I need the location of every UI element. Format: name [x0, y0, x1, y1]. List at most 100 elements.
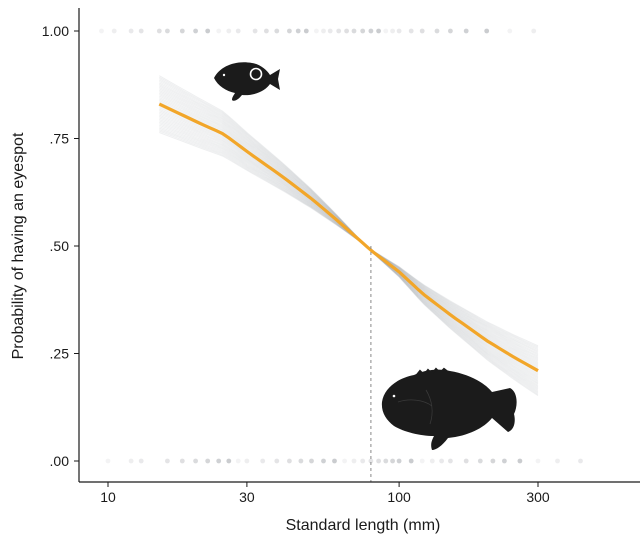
observation-point-no-eyespot: [321, 458, 326, 464]
bootstrap-line: [159, 126, 539, 352]
observation-point-no-eyespot: [298, 458, 304, 464]
x-tick-label: 100: [387, 489, 411, 505]
observation-point-no-eyespot: [260, 458, 266, 464]
observation-point-no-eyespot: [429, 458, 435, 464]
observation-point-no-eyespot: [342, 458, 347, 464]
observation-point-eyespot: [252, 28, 258, 34]
y-tick-label: .75: [50, 131, 70, 147]
observation-point-eyespot: [111, 28, 117, 34]
observation-point-no-eyespot: [128, 458, 134, 464]
observation-point-eyespot: [303, 28, 309, 34]
bootstrap-line: [159, 124, 539, 353]
observation-point-no-eyespot: [287, 458, 292, 464]
observation-point-no-eyespot: [463, 458, 469, 464]
observation-point-eyespot: [295, 28, 301, 34]
observation-point-no-eyespot: [555, 458, 560, 464]
observation-point-no-eyespot: [193, 458, 199, 464]
observation-point-eyespot: [531, 28, 537, 34]
observation-point-eyespot: [376, 28, 381, 34]
x-ticks: 10 30 100 300: [100, 482, 550, 505]
observation-point-eyespot: [314, 28, 319, 34]
observation-point-no-eyespot: [439, 458, 444, 464]
bootstrap-line: [159, 129, 539, 349]
bootstrap-lines: [159, 75, 539, 397]
observation-point-no-eyespot: [490, 458, 496, 464]
fish-eyespot-icon: [214, 62, 280, 101]
observation-point-no-eyespot: [517, 458, 523, 464]
observation-point-no-eyespot: [309, 458, 314, 464]
fitted-line: [158, 102, 539, 373]
observation-point-eyespot: [287, 28, 292, 34]
bootstrap-line: [159, 132, 539, 347]
fish-adult-icon: [381, 367, 517, 450]
observation-point-eyespot: [193, 28, 199, 34]
observation-point-no-eyespot: [179, 458, 185, 464]
y-tick-label: .25: [50, 346, 70, 362]
observation-point-no-eyespot: [578, 458, 583, 464]
observation-point-eyespot: [344, 28, 349, 34]
observation-point-no-eyespot: [383, 458, 389, 464]
observation-point-eyespot: [351, 28, 357, 34]
observation-point-eyespot: [390, 28, 395, 34]
observation-point-eyespot: [138, 28, 144, 34]
bootstrap-line: [159, 81, 539, 391]
observation-point-eyespot: [507, 28, 513, 34]
observation-point-no-eyespot: [390, 458, 395, 464]
y-tick-label: .50: [50, 238, 70, 254]
observation-point-eyespot: [156, 28, 162, 34]
observation-point-no-eyespot: [351, 458, 357, 464]
observation-point-eyespot: [226, 28, 232, 34]
observation-point-eyespot: [264, 28, 269, 34]
observation-point-eyespot: [336, 28, 342, 34]
observation-point-eyespot: [274, 28, 280, 34]
y-axis-label: Probability of having an eyespot: [10, 132, 27, 359]
x-axis-label: Standard length (mm): [286, 517, 441, 534]
observation-point-no-eyespot: [138, 458, 144, 464]
observation-point-eyespot: [165, 28, 170, 34]
observation-point-eyespot: [448, 28, 453, 34]
observation-point-eyespot: [396, 28, 402, 34]
observation-point-eyespot: [216, 28, 222, 34]
y-tick-label: 1.00: [42, 23, 69, 39]
observation-point-no-eyespot: [419, 458, 425, 464]
observation-point-no-eyespot: [216, 458, 222, 464]
observation-point-no-eyespot: [448, 458, 453, 464]
observation-point-no-eyespot: [368, 458, 374, 464]
observation-point-eyespot: [463, 28, 469, 34]
y-tick-label: .00: [50, 453, 70, 469]
observation-point-eyespot: [99, 28, 104, 34]
observation-point-eyespot: [321, 28, 326, 34]
x-tick-label: 10: [100, 489, 116, 505]
observation-point-no-eyespot: [477, 458, 483, 464]
bootstrap-line: [159, 78, 539, 394]
x-tick-label: 300: [526, 489, 550, 505]
y-ticks: .00 .25 .50 .75 1.00: [42, 23, 79, 469]
observation-point-no-eyespot: [502, 458, 507, 464]
observation-point-no-eyespot: [535, 458, 541, 464]
observation-point-no-eyespot: [376, 458, 381, 464]
observation-point-eyespot: [484, 28, 490, 34]
observation-point-eyespot: [360, 28, 366, 34]
observation-point-no-eyespot: [274, 458, 280, 464]
bootstrap-line: [159, 79, 539, 393]
observation-point-eyespot: [419, 28, 425, 34]
observation-point-no-eyespot: [235, 458, 241, 464]
bootstrap-line: [159, 130, 539, 348]
observation-point-no-eyespot: [226, 458, 232, 464]
observation-point-eyespot: [205, 28, 211, 34]
observation-point-eyespot: [179, 28, 185, 34]
bootstrap-line: [159, 75, 539, 397]
observation-point-eyespot: [408, 28, 414, 34]
observation-point-no-eyespot: [332, 458, 337, 464]
observation-point-no-eyespot: [205, 458, 211, 464]
observation-point-no-eyespot: [244, 458, 250, 464]
observation-point-eyespot: [368, 28, 374, 34]
observation-point-no-eyespot: [105, 458, 111, 464]
observation-point-no-eyespot: [360, 458, 366, 464]
bootstrap-line: [159, 76, 539, 395]
observation-point-eyespot: [327, 28, 333, 34]
observation-points: [99, 28, 583, 464]
observation-point-eyespot: [434, 28, 440, 34]
bootstrap-line: [159, 82, 539, 390]
